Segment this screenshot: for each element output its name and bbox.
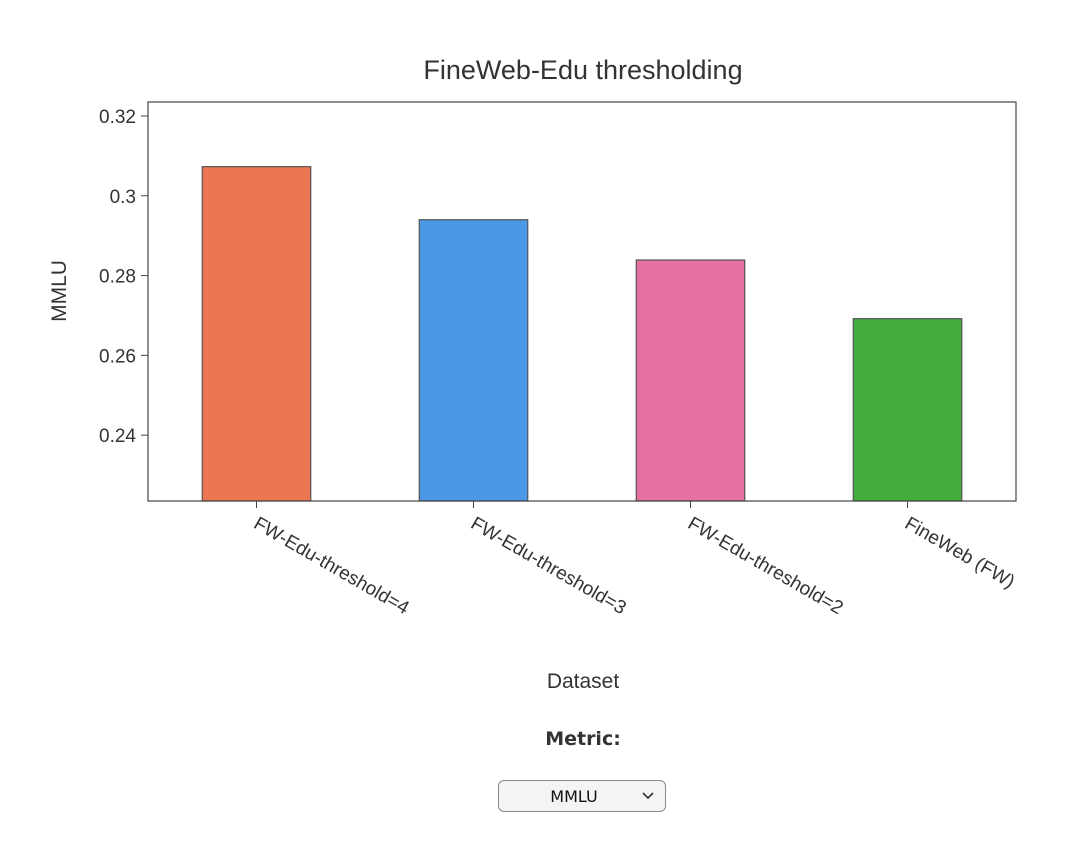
- plot-area: FW-Edu-threshold=4 FW-Edu-threshold=3 FW-E…: [99, 101, 1018, 619]
- x-tick-label-2: FW-Edu-threshold=3: [467, 513, 629, 619]
- y-tick-label-1: 0.24: [99, 426, 136, 447]
- x-tick-label-3: FW-Edu-threshold=2: [684, 513, 846, 619]
- y-tick-label-3: 0.28: [99, 267, 136, 288]
- y-tick-label-2: 0.26: [99, 346, 136, 367]
- metric-dropdown[interactable]: MMLU: [498, 780, 666, 812]
- plot-frame: [147, 101, 1017, 502]
- y-axis-label: MMLU: [48, 260, 71, 322]
- chevron-down-icon: [631, 781, 665, 811]
- y-tick-label-4: 0.3: [110, 187, 136, 208]
- x-tick-label-4: FineWeb (FW): [901, 513, 1018, 593]
- bar-chart: FineWeb-Edu thresholding FW-Edu-threshol…: [48, 55, 1018, 693]
- y-tick-label-5: 0.32: [99, 107, 136, 128]
- x-axis-label: Dataset: [547, 670, 620, 693]
- metric-selected-value: MMLU: [550, 786, 598, 806]
- x-tick-label-1: FW-Edu-threshold=4: [250, 513, 413, 619]
- bar-1: [201, 166, 312, 502]
- bar-4: [852, 318, 963, 502]
- chart-title: FineWeb-Edu thresholding: [423, 55, 742, 85]
- metric-label: Metric:: [545, 728, 621, 750]
- bar-2: [418, 219, 529, 502]
- bar-3: [635, 259, 746, 502]
